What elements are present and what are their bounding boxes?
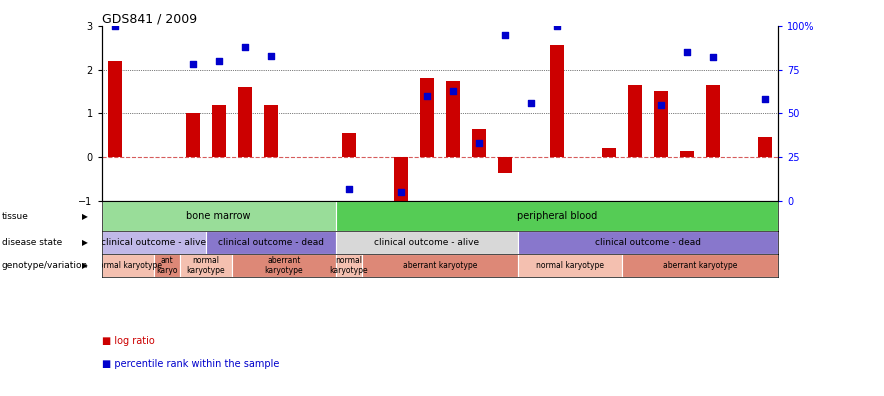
Text: peripheral blood: peripheral blood	[517, 211, 597, 221]
Point	[523, 100, 537, 106]
Text: normal karyotype: normal karyotype	[94, 261, 162, 270]
Bar	[362, 254, 518, 277]
Text: normal
karyotype: normal karyotype	[187, 256, 225, 275]
Bar	[238, 87, 252, 157]
Bar	[654, 91, 668, 157]
Bar	[336, 201, 778, 231]
Point	[393, 189, 408, 196]
Text: aberrant karyotype: aberrant karyotype	[663, 261, 737, 270]
Text: clinical outcome - dead: clinical outcome - dead	[595, 238, 701, 247]
Bar	[186, 113, 200, 157]
Text: bone marrow: bone marrow	[187, 211, 251, 221]
Bar	[393, 157, 408, 214]
Text: clinical outcome - dead: clinical outcome - dead	[217, 238, 324, 247]
Text: genotype/variation: genotype/variation	[2, 261, 88, 270]
Bar	[705, 85, 720, 157]
Point	[446, 88, 460, 94]
Text: tissue: tissue	[2, 211, 28, 221]
Point	[758, 96, 772, 103]
Point	[680, 49, 694, 55]
Bar	[336, 254, 362, 277]
Bar	[211, 105, 225, 157]
Bar	[154, 254, 179, 277]
Point	[211, 58, 225, 64]
Point	[186, 61, 200, 67]
Bar	[108, 61, 122, 157]
Point	[342, 186, 356, 192]
Bar	[602, 148, 616, 157]
Bar	[680, 150, 694, 157]
Text: aberr
ant
karyo
t: aberr ant karyo t	[156, 246, 178, 286]
Text: clinical outcome - alive: clinical outcome - alive	[374, 238, 479, 247]
Point	[498, 31, 512, 38]
Point	[108, 23, 122, 29]
Text: ■ percentile rank within the sample: ■ percentile rank within the sample	[102, 359, 279, 369]
Bar	[341, 133, 356, 157]
Bar	[498, 157, 512, 173]
Bar	[102, 201, 336, 231]
Point	[550, 23, 564, 29]
Bar	[446, 80, 460, 157]
Bar	[336, 231, 518, 254]
Text: aberrant
karyotype: aberrant karyotype	[264, 256, 303, 275]
Point	[472, 140, 486, 147]
Bar	[621, 254, 778, 277]
Text: ▶: ▶	[82, 211, 88, 221]
Text: aberrant karyotype: aberrant karyotype	[402, 261, 477, 270]
Text: disease state: disease state	[2, 238, 62, 247]
Bar	[472, 129, 486, 157]
Point	[263, 52, 278, 59]
Bar	[263, 105, 278, 157]
Bar	[179, 254, 232, 277]
Bar	[518, 254, 621, 277]
Bar	[550, 46, 564, 157]
Point	[420, 93, 434, 99]
Point	[238, 44, 252, 50]
Bar	[206, 231, 336, 254]
Bar	[102, 231, 206, 254]
Bar	[232, 254, 336, 277]
Bar	[420, 78, 434, 157]
Text: ▶: ▶	[82, 261, 88, 270]
Text: GDS841 / 2009: GDS841 / 2009	[102, 13, 197, 26]
Bar	[102, 254, 154, 277]
Text: ▶: ▶	[82, 238, 88, 247]
Point	[705, 54, 720, 61]
Point	[654, 101, 668, 108]
Bar	[518, 231, 778, 254]
Text: ■ log ratio: ■ log ratio	[102, 335, 155, 346]
Text: normal
karyotype: normal karyotype	[330, 256, 368, 275]
Bar	[758, 137, 772, 157]
Text: normal karyotype: normal karyotype	[536, 261, 604, 270]
Bar	[628, 85, 642, 157]
Text: clinical outcome - alive: clinical outcome - alive	[101, 238, 206, 247]
